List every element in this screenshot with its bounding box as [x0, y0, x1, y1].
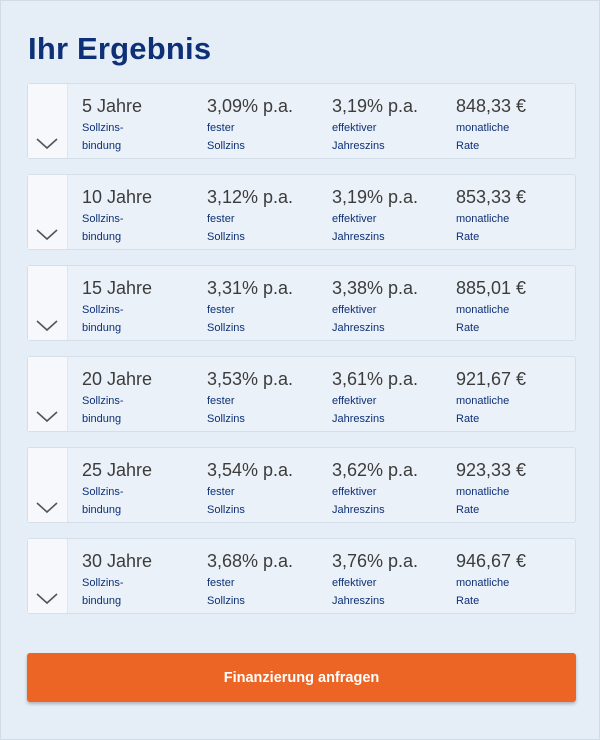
expand-toggle[interactable] — [28, 448, 68, 522]
monthly-rate-cell: 885,01 € monatliche Rate — [456, 277, 526, 337]
monthly-rate-cell: 853,33 € monatliche Rate — [456, 186, 526, 246]
duration-label: Sollzins-bindung — [82, 577, 124, 607]
chevron-down-icon — [36, 320, 58, 332]
effective-rate-cell: 3,76% p.a. effektiver Jahreszins — [332, 550, 418, 610]
result-row[interactable]: 15 Jahre Sollzins-bindung 3,31% p.a. fes… — [27, 265, 576, 341]
monthly-rate-label: monatliche Rate — [456, 486, 510, 516]
effective-rate-value: 3,19% p.a. — [332, 187, 419, 207]
fixed-rate-cell: 3,53% p.a. fester Sollzins — [207, 368, 293, 428]
result-row[interactable]: 10 Jahre Sollzins-bindung 3,12% p.a. fes… — [27, 174, 576, 250]
expand-toggle[interactable] — [28, 539, 68, 613]
monthly-rate-value: 853,33 € — [456, 187, 527, 207]
fixed-rate-label: fester Sollzins — [207, 395, 245, 425]
duration-value: 5 Jahre — [82, 96, 143, 116]
monthly-rate-value: 921,67 € — [456, 369, 527, 389]
fixed-rate-value: 3,09% p.a. — [207, 96, 294, 116]
effective-rate-label: effektiver Jahreszins — [332, 213, 385, 243]
fixed-rate-cell: 3,31% p.a. fester Sollzins — [207, 277, 293, 337]
duration-label: Sollzins-bindung — [82, 213, 124, 243]
fixed-rate-value: 3,12% p.a. — [207, 187, 294, 207]
monthly-rate-label: monatliche Rate — [456, 304, 510, 334]
effective-rate-label: effektiver Jahreszins — [332, 122, 385, 152]
chevron-down-icon — [36, 502, 58, 514]
duration-cell: 10 Jahre Sollzins-bindung — [82, 186, 152, 246]
effective-rate-value: 3,19% p.a. — [332, 96, 419, 116]
expand-toggle[interactable] — [28, 357, 68, 431]
effective-rate-value: 3,76% p.a. — [332, 551, 419, 571]
monthly-rate-cell: 946,67 € monatliche Rate — [456, 550, 526, 610]
duration-label: Sollzins-bindung — [82, 486, 124, 516]
effective-rate-cell: 3,19% p.a. effektiver Jahreszins — [332, 95, 418, 155]
duration-label: Sollzins-bindung — [82, 304, 124, 334]
effective-rate-value: 3,38% p.a. — [332, 278, 419, 298]
result-row[interactable]: 20 Jahre Sollzins-bindung 3,53% p.a. fes… — [27, 356, 576, 432]
request-financing-button[interactable]: Finanzierung anfragen — [27, 653, 576, 702]
duration-label: Sollzins-bindung — [82, 395, 124, 425]
duration-value: 10 Jahre — [82, 187, 153, 207]
fixed-rate-cell: 3,68% p.a. fester Sollzins — [207, 550, 293, 610]
duration-label: Sollzins-bindung — [82, 122, 124, 152]
fixed-rate-cell: 3,12% p.a. fester Sollzins — [207, 186, 293, 246]
page-title: Ihr Ergebnis — [28, 31, 212, 66]
monthly-rate-value: 946,67 € — [456, 551, 527, 571]
effective-rate-cell: 3,62% p.a. effektiver Jahreszins — [332, 459, 418, 519]
duration-cell: 25 Jahre Sollzins-bindung — [82, 459, 152, 519]
monthly-rate-label: monatliche Rate — [456, 122, 510, 152]
fixed-rate-value: 3,68% p.a. — [207, 551, 294, 571]
chevron-down-icon — [36, 411, 58, 423]
expand-toggle[interactable] — [28, 84, 68, 158]
effective-rate-value: 3,62% p.a. — [332, 460, 419, 480]
fixed-rate-label: fester Sollzins — [207, 486, 245, 516]
monthly-rate-cell: 848,33 € monatliche Rate — [456, 95, 526, 155]
fixed-rate-value: 3,31% p.a. — [207, 278, 294, 298]
fixed-rate-value: 3,54% p.a. — [207, 460, 294, 480]
effective-rate-value: 3,61% p.a. — [332, 369, 419, 389]
monthly-rate-value: 885,01 € — [456, 278, 527, 298]
effective-rate-cell: 3,19% p.a. effektiver Jahreszins — [332, 186, 418, 246]
effective-rate-label: effektiver Jahreszins — [332, 395, 385, 425]
effective-rate-label: effektiver Jahreszins — [332, 486, 385, 516]
monthly-rate-label: monatliche Rate — [456, 395, 510, 425]
duration-cell: 5 Jahre Sollzins-bindung — [82, 95, 142, 155]
fixed-rate-label: fester Sollzins — [207, 577, 245, 607]
result-row[interactable]: 30 Jahre Sollzins-bindung 3,68% p.a. fes… — [27, 538, 576, 614]
monthly-rate-label: monatliche Rate — [456, 577, 510, 607]
chevron-down-icon — [36, 229, 58, 241]
duration-value: 15 Jahre — [82, 278, 153, 298]
fixed-rate-cell: 3,09% p.a. fester Sollzins — [207, 95, 293, 155]
monthly-rate-value: 848,33 € — [456, 96, 527, 116]
duration-value: 25 Jahre — [82, 460, 153, 480]
effective-rate-label: effektiver Jahreszins — [332, 577, 385, 607]
fixed-rate-label: fester Sollzins — [207, 304, 245, 334]
effective-rate-label: effektiver Jahreszins — [332, 304, 385, 334]
duration-value: 20 Jahre — [82, 369, 153, 389]
duration-cell: 15 Jahre Sollzins-bindung — [82, 277, 152, 337]
result-row[interactable]: 25 Jahre Sollzins-bindung 3,54% p.a. fes… — [27, 447, 576, 523]
monthly-rate-cell: 923,33 € monatliche Rate — [456, 459, 526, 519]
chevron-down-icon — [36, 138, 58, 150]
monthly-rate-cell: 921,67 € monatliche Rate — [456, 368, 526, 428]
expand-toggle[interactable] — [28, 266, 68, 340]
fixed-rate-label: fester Sollzins — [207, 122, 245, 152]
monthly-rate-label: monatliche Rate — [456, 213, 510, 243]
monthly-rate-value: 923,33 € — [456, 460, 527, 480]
duration-cell: 30 Jahre Sollzins-bindung — [82, 550, 152, 610]
fixed-rate-value: 3,53% p.a. — [207, 369, 294, 389]
result-row[interactable]: 5 Jahre Sollzins-bindung 3,09% p.a. fest… — [27, 83, 576, 159]
fixed-rate-cell: 3,54% p.a. fester Sollzins — [207, 459, 293, 519]
duration-cell: 20 Jahre Sollzins-bindung — [82, 368, 152, 428]
duration-value: 30 Jahre — [82, 551, 153, 571]
chevron-down-icon — [36, 593, 58, 605]
result-list: 5 Jahre Sollzins-bindung 3,09% p.a. fest… — [27, 83, 576, 629]
effective-rate-cell: 3,38% p.a. effektiver Jahreszins — [332, 277, 418, 337]
fixed-rate-label: fester Sollzins — [207, 213, 245, 243]
effective-rate-cell: 3,61% p.a. effektiver Jahreszins — [332, 368, 418, 428]
expand-toggle[interactable] — [28, 175, 68, 249]
